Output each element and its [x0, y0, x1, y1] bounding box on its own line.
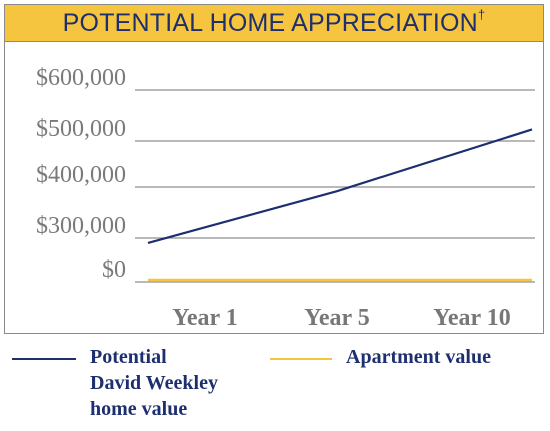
- legend-swatch-apartment-value: [270, 358, 332, 360]
- chart-plot: $600,000 $500,000 $400,000 $300,000 $0 Year 1…: [36, 65, 535, 331]
- legend: Potential David Weekley home value Apart…: [0, 344, 550, 431]
- legend-label-line: Potential: [90, 346, 167, 368]
- legend-swatch-home-value: [12, 358, 76, 360]
- legend-label-line: home value: [90, 398, 188, 420]
- legend-label-line: David Weekley: [90, 372, 218, 394]
- legend-item-apartment-value: Apartment value: [270, 344, 546, 370]
- y-tick-label: $300,000: [36, 213, 126, 239]
- chart-title-text: POTENTIAL HOME APPRECIATION: [62, 8, 478, 37]
- y-tick-label: $0: [102, 257, 126, 283]
- legend-item-home-value: Potential David Weekley home value: [12, 344, 250, 422]
- y-tick-label: $600,000: [36, 65, 126, 91]
- y-tick-label: $400,000: [36, 162, 126, 188]
- x-tick-label: Year 1: [172, 305, 238, 331]
- y-tick-label: $500,000: [36, 116, 126, 142]
- title-bar: POTENTIAL HOME APPRECIATION†: [5, 5, 543, 42]
- x-tick-label: Year 10: [433, 305, 511, 331]
- series-line-home-value: [147, 128, 533, 244]
- legend-label-home-value: Potential David Weekley home value: [90, 344, 250, 422]
- chart-title: POTENTIAL HOME APPRECIATION†: [62, 7, 486, 38]
- x-tick-label: Year 5: [304, 305, 370, 331]
- legend-label-apartment-value: Apartment value: [346, 346, 491, 368]
- dagger-mark: †: [477, 7, 486, 23]
